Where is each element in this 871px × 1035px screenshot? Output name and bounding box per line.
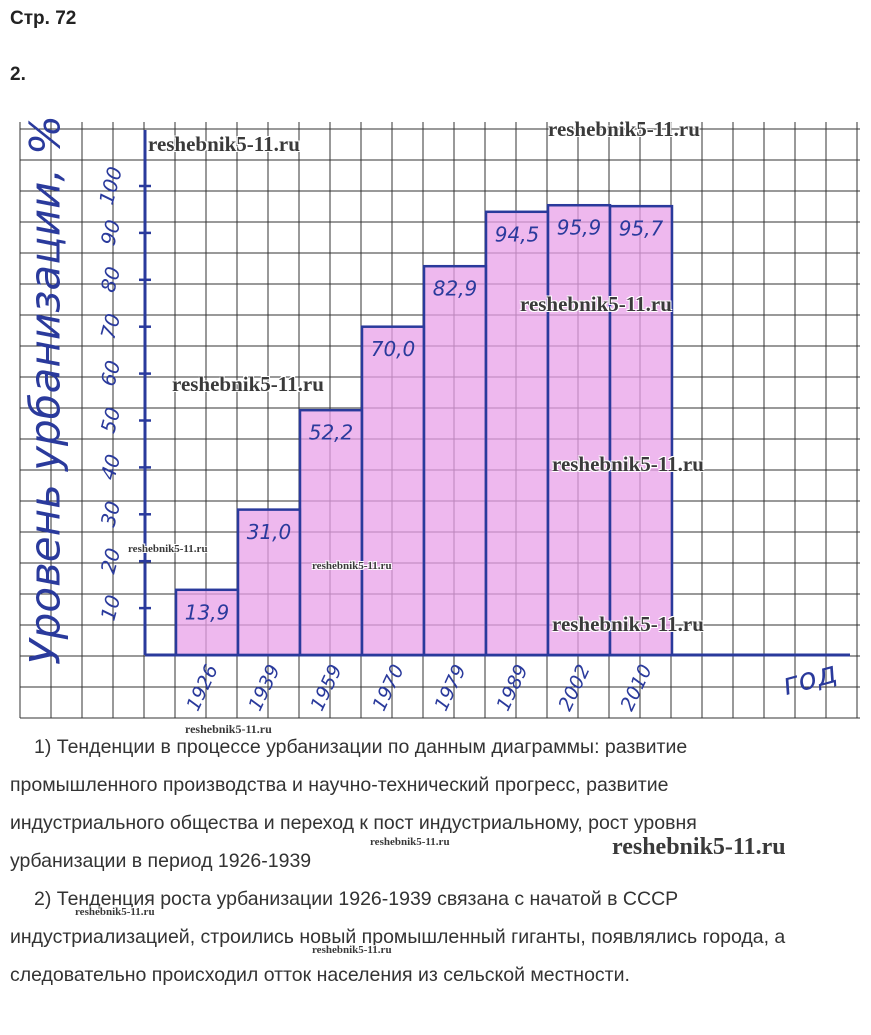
x-tick-label: 1970 xyxy=(368,661,408,714)
x-tick-label: 1989 xyxy=(492,661,532,714)
y-tick-label: 70 xyxy=(96,311,126,342)
y-tick-label: 20 xyxy=(96,545,126,576)
value-label: 82,9 xyxy=(433,277,478,301)
y-tick-label: 10 xyxy=(96,592,126,623)
watermark: reshebnik5-11.ru xyxy=(612,834,786,860)
value-label: 52,2 xyxy=(309,421,354,445)
paragraph: 2) Тенденция роста урбанизации 1926-1939… xyxy=(10,888,786,986)
bar xyxy=(546,203,612,657)
bar xyxy=(360,325,426,657)
answer-text: 1) Тенденции в процессе урбанизации по д… xyxy=(10,728,810,994)
value-label: 70,0 xyxy=(371,337,416,361)
x-tick-label: 1959 xyxy=(306,661,346,714)
watermark: reshebnik5-11.ru xyxy=(548,117,700,141)
bar xyxy=(484,210,550,657)
bar xyxy=(174,588,240,657)
watermark: reshebnik5-11.ru xyxy=(312,560,392,572)
watermark: reshebnik5-11.ru xyxy=(148,132,300,156)
page-number: Стр. 72 xyxy=(10,8,77,29)
watermark: reshebnik5-11.ru xyxy=(552,452,704,476)
bar xyxy=(298,408,364,657)
y-axis-label: Уровень урбанизации, % xyxy=(21,115,70,665)
bar xyxy=(236,508,302,657)
watermark: reshebnik5-11.ru xyxy=(172,372,324,396)
value-label: 95,7 xyxy=(619,217,664,241)
value-label: 94,5 xyxy=(495,222,540,246)
watermark: reshebnik5-11.ru xyxy=(552,612,704,636)
watermark: reshebnik5-11.ru xyxy=(185,722,272,736)
y-tick-label: 50 xyxy=(96,405,126,436)
x-tick-label: 1939 xyxy=(244,661,284,714)
value-label: 95,9 xyxy=(557,216,602,240)
x-tick-label: 2002 xyxy=(554,661,594,714)
watermark: reshebnik5-11.ru xyxy=(370,836,450,848)
watermark: reshebnik5-11.ru xyxy=(75,906,155,918)
value-label: 31,0 xyxy=(247,520,292,544)
watermark: reshebnik5-11.ru xyxy=(520,292,672,316)
y-tick-label: 100 xyxy=(94,164,127,207)
watermark: reshebnik5-11.ru xyxy=(128,543,208,555)
bar xyxy=(608,204,674,657)
y-tick-label: 80 xyxy=(96,264,126,295)
x-tick-label: 2010 xyxy=(616,661,656,714)
value-label: 13,9 xyxy=(185,600,230,624)
y-tick-label: 40 xyxy=(96,452,126,483)
y-tick-label: 60 xyxy=(96,358,126,389)
x-tick-label: 1926 xyxy=(182,661,222,714)
bar xyxy=(422,264,488,657)
x-tick-label: 1979 xyxy=(430,661,470,714)
x-axis-label: год xyxy=(779,655,841,703)
paragraph: 1) Тенденции в процессе урбанизации по д… xyxy=(10,736,697,872)
task-number: 2. xyxy=(10,64,26,85)
y-tick-label: 30 xyxy=(96,499,126,530)
watermark: reshebnik5-11.ru xyxy=(312,944,392,956)
